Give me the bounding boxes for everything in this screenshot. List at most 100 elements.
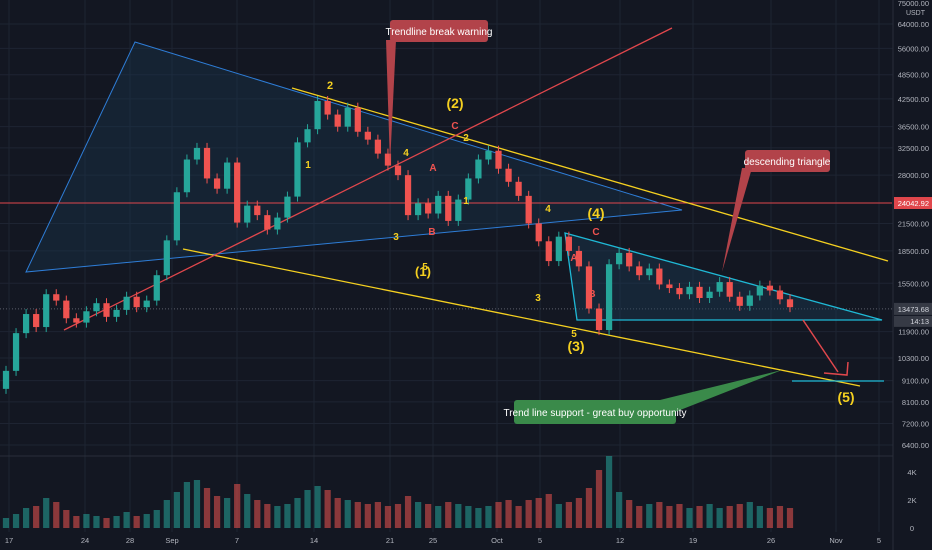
wave-label: C (451, 121, 458, 132)
annotation-descending-triangle[interactable]: descending triangle (722, 150, 831, 272)
candle-body (756, 285, 763, 296)
candle-body (234, 162, 241, 223)
volume-bar (706, 504, 713, 528)
annotation-trendline-break[interactable]: Trendline break warning (386, 20, 493, 165)
wave-label: 3 (535, 293, 541, 304)
volume-bar (595, 470, 603, 528)
volume-bar (304, 490, 311, 528)
price-tick-label: 10300.00 (898, 354, 929, 363)
candle-body (264, 215, 271, 230)
candle-body (394, 165, 402, 176)
target-arrow-line (802, 319, 839, 373)
volume-bar (505, 500, 512, 528)
wave-label: 1 (463, 196, 469, 207)
volume-bar (575, 498, 583, 528)
price-tick-label: 9100.00 (902, 377, 929, 386)
candle-body (555, 236, 562, 262)
volume-bar (193, 480, 201, 528)
candle-body (746, 295, 753, 306)
price-tick-label: 36500.00 (898, 123, 929, 132)
candle-body (374, 139, 382, 154)
wave-label: 3 (393, 232, 399, 243)
candle-body (605, 264, 613, 331)
candle-body (404, 175, 412, 216)
volume-axis-labels: 4K 2K 0 (907, 468, 916, 533)
candle-body (2, 370, 10, 389)
candle-body (595, 308, 603, 331)
candle-body (525, 195, 532, 224)
volume-bar (394, 504, 402, 528)
price-axis-top-value: 75000.00 (898, 0, 929, 8)
volume-bar (12, 514, 20, 528)
candle-body (435, 195, 442, 214)
trendline-break-box (390, 20, 488, 42)
current-price-tag (894, 302, 932, 315)
candle-body (173, 192, 180, 241)
trendline-break-label: Trendline break warning (386, 27, 493, 38)
time-tick-label: 24 (81, 536, 89, 545)
candle-body (495, 150, 502, 169)
descending-triangle-shape (564, 232, 883, 321)
volume-bar (766, 508, 774, 528)
volume-bar (374, 502, 382, 528)
wave-label: (2) (446, 95, 463, 111)
volume-bar (344, 500, 351, 528)
candle-body (33, 314, 40, 328)
annotation-trend-line-support[interactable]: Trend line support - great buy opportuni… (503, 370, 782, 424)
volume-bar (354, 502, 361, 528)
price-tick-label: 32500.00 (898, 144, 929, 153)
volume-bar (465, 506, 472, 528)
descending-triangle-box (745, 150, 830, 172)
candle-body (314, 101, 321, 130)
wave-label: 2 (327, 80, 333, 92)
volume-bar (133, 516, 140, 528)
candle-body (93, 303, 100, 312)
candle-body (304, 129, 311, 143)
volume-bar (666, 506, 673, 528)
price-tick-label: 8100.00 (902, 398, 929, 407)
candle-body (485, 150, 492, 160)
trendline-break-pointer (386, 40, 396, 165)
price-tick-label: 15500.00 (898, 279, 929, 288)
volume-bar (736, 504, 743, 528)
volume-bar (113, 516, 120, 528)
volume-bar (234, 484, 241, 528)
price-tick-label: 6400.00 (902, 441, 929, 450)
volume-tick-label: 2K (907, 496, 916, 505)
wave-label: A (429, 163, 436, 174)
wave-label: C (592, 227, 599, 238)
wave-label: 5 (422, 262, 428, 273)
candle-body (736, 296, 743, 306)
time-tick-label: 28 (126, 536, 134, 545)
volume-bar (83, 514, 90, 528)
volume-bar (475, 508, 482, 528)
candle-body (666, 284, 673, 289)
volume-bar (555, 504, 562, 528)
volume-bar (485, 506, 492, 528)
volume-bar (103, 518, 110, 528)
candle-body (274, 217, 281, 230)
price-tick-label: 24042.92 (898, 199, 929, 208)
volume-bar (173, 492, 180, 528)
price-tick-label: 13473.68 (898, 305, 929, 314)
volume-tick-label: 0 (910, 524, 914, 533)
volume-bar (776, 506, 784, 528)
volume-bar (22, 508, 30, 528)
volume-bar (203, 488, 211, 528)
candle-body (616, 252, 623, 265)
volume-bar (264, 504, 271, 528)
candle-body (22, 314, 30, 334)
volume-bar (224, 498, 231, 528)
time-axis-labels: 17 24 28 Sep 7 14 21 25 Oct 5 12 19 26 Nov 5 (5, 536, 881, 545)
volume-bar (585, 488, 593, 528)
volume-bar (525, 500, 532, 528)
volume-bar (605, 456, 613, 528)
wave-label: (5) (837, 389, 854, 405)
volume-bar (33, 506, 40, 528)
volume-bar (404, 496, 412, 528)
volume-bar (616, 492, 623, 528)
yellow-lower-trendline (182, 248, 861, 387)
time-tick-label: Sep (165, 536, 178, 545)
volume-bar (324, 490, 331, 528)
